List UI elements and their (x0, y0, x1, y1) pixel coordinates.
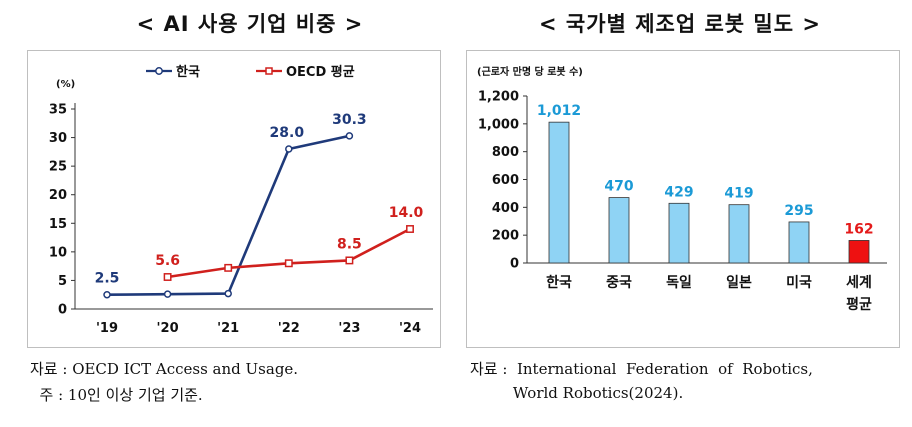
y-tick-label: 600 (492, 173, 519, 188)
bar-chart-panel: (근로자 만명 당 로봇 수) 0 200 400 600 800 1,000 1,200 1,… (466, 50, 900, 348)
y-tick-label: 25 (49, 160, 67, 175)
x-tick-label: 한국 (546, 275, 572, 291)
y-tick-label: 10 (49, 245, 67, 260)
data-point (224, 263, 233, 272)
bar-value-label: 1,012 (537, 103, 581, 119)
bar (848, 240, 870, 264)
data-point (224, 289, 232, 298)
data-point (406, 225, 414, 233)
y-unit-label: (근로자 만명 당 로봇 수) (477, 65, 583, 78)
x-tick-label: 일본 (726, 275, 752, 291)
x-tick-label: '20 (157, 321, 179, 336)
x-tick-label: '23 (338, 321, 360, 336)
data-label: 28.0 (270, 125, 305, 141)
x-tick-label: '24 (399, 321, 421, 336)
y-tick-label: 5 (58, 274, 67, 289)
bar-value-label: 470 (604, 179, 633, 195)
bar (548, 121, 570, 264)
y-tick-label: 35 (49, 103, 67, 118)
y-tick-label: 15 (49, 217, 67, 232)
data-point (103, 290, 111, 299)
source-note-right: 자료 : International Federation of Robotic… (470, 360, 813, 378)
x-tick-label: 미국 (786, 275, 812, 291)
legend-label-0: 한국 (176, 64, 200, 80)
x-tick-label: '19 (96, 321, 118, 336)
bar (668, 202, 690, 264)
data-label: 2.5 (95, 271, 120, 287)
data-label: 8.5 (337, 236, 362, 252)
bar-value-label: 162 (844, 221, 873, 237)
bar-value-label: 295 (784, 203, 813, 219)
data-point (285, 145, 293, 153)
x-tick-label: 중국 (606, 275, 632, 291)
y-tick-label: 400 (492, 201, 519, 216)
x-tick-label: 독일 (666, 275, 692, 291)
legend-marker-0 (155, 67, 163, 75)
data-label: 5.6 (155, 253, 180, 269)
y-tick-label: 30 (49, 131, 67, 146)
line-chart-title: < AI 사용 기업 비중 > (136, 12, 364, 36)
bar (788, 221, 810, 264)
source-note-left: 자료 : OECD ICT Access and Usage. (30, 360, 299, 378)
data-point (345, 256, 354, 265)
data-point (163, 273, 172, 281)
y-tick-label: 800 (492, 145, 519, 160)
y-tick-label: 1,000 (478, 117, 519, 132)
bar-chart-title: < 국가별 제조업 로봇 밀도 > (539, 12, 821, 36)
bar-value-label: 429 (664, 184, 693, 200)
y-tick-label: 0 (58, 303, 67, 318)
series-line-1 (167, 227, 411, 279)
y-tick-label: 0 (510, 257, 519, 272)
source-note-right-line2: World Robotics(2024). (470, 384, 684, 402)
line-chart-panel: (%) 0 5 10 15 20 25 30 35 '19 '20 '21 '22 '23 '24 한국 OEC… (27, 50, 441, 348)
x-tick-label: '22 (278, 321, 300, 336)
footnote-left: 주 : 10인 이상 기업 기준. (30, 386, 203, 404)
x-tick-label: 평균 (846, 296, 872, 313)
data-label: 14.0 (389, 205, 424, 221)
line-chart: (%) 0 5 10 15 20 25 30 35 '19 '20 '21 '22 '23 '24 한국 OEC… (49, 64, 433, 336)
bar-value-label: 419 (724, 186, 753, 202)
bar (608, 197, 630, 264)
data-point (345, 132, 354, 140)
data-label: 30.3 (332, 112, 367, 128)
y-unit-label: (%) (56, 79, 75, 90)
data-point (284, 259, 293, 268)
bar (728, 204, 750, 264)
bar-chart: (근로자 만명 당 로봇 수) 0 200 400 600 800 1,000 1,200 1,… (477, 65, 887, 313)
y-tick-label: 1,200 (478, 90, 519, 105)
x-tick-label: 세계 (846, 275, 872, 291)
data-point (163, 290, 172, 298)
y-tick-label: 200 (492, 229, 519, 244)
x-tick-label: '21 (217, 321, 239, 336)
y-tick-label: 20 (49, 188, 67, 203)
legend-marker-1 (265, 67, 273, 75)
legend-label-1: OECD 평균 (286, 64, 355, 80)
